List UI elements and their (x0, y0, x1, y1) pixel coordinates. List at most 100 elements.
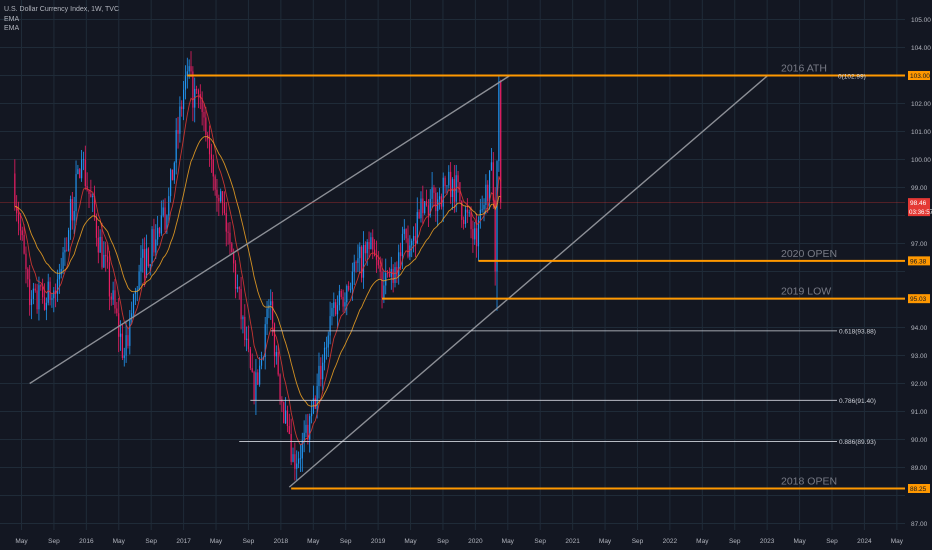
time-tick-label: May (15, 538, 28, 545)
candle-body (461, 201, 463, 220)
fib-level-label: 0.786(91.40) (839, 398, 876, 405)
candle-body (370, 237, 372, 250)
candle-body (77, 169, 79, 175)
candle-body (79, 169, 81, 179)
candle-body (272, 301, 274, 324)
time-tick-label: Sep (632, 538, 644, 545)
level-price-tag[interactable] (908, 71, 930, 80)
bar-countdown: 03:36:57 (909, 209, 932, 216)
level-price-tag-label: 95.03 (910, 296, 927, 303)
ema-indicator-label[interactable]: EMA (4, 25, 20, 32)
candle-body (221, 191, 224, 203)
candle-body (21, 230, 23, 236)
level-price-tag-label: 88.25 (910, 486, 927, 493)
candle-body (309, 416, 311, 440)
candle-body (453, 179, 455, 202)
time-tick-label: Sep (729, 538, 741, 545)
candle-body (105, 254, 107, 257)
candle-body (236, 287, 238, 289)
candle-body (431, 187, 433, 199)
candle-body (123, 355, 125, 358)
candle-body (257, 372, 259, 385)
candle-body (173, 162, 175, 181)
candle-body (468, 212, 470, 214)
time-tick-label: 2023 (760, 538, 775, 545)
candle-body (229, 232, 231, 244)
candle-body (244, 316, 246, 340)
candle-body (403, 229, 405, 234)
candle-body (112, 290, 114, 300)
candle-body (216, 189, 218, 198)
candle-body (88, 189, 90, 194)
candle-body (292, 454, 294, 462)
level-price-tag[interactable] (908, 484, 930, 493)
key-level-label: 2016 ATH (781, 63, 827, 75)
candle-body (349, 289, 352, 291)
candle-body (264, 324, 266, 357)
level-price-tag-label: 103.00 (910, 73, 930, 80)
candle-body (500, 81, 502, 203)
time-tick-label: May (599, 538, 612, 545)
symbol-title: U.S. Dollar Currency Index, 1W, TVC (4, 6, 120, 13)
current-price-tag[interactable] (908, 198, 930, 217)
ema-indicator-label[interactable]: EMA (4, 15, 20, 23)
time-tick-label: 2020 (468, 538, 483, 545)
drawings[interactable]: 0.618(93.88) 0.786(91.40) 0.886(89.93) 2016… (0, 63, 905, 490)
candle-body (405, 229, 407, 239)
candle-body (487, 184, 489, 202)
candle-body (101, 236, 103, 268)
price-tick-label: 94.00 (911, 325, 928, 332)
candle-body (340, 290, 342, 297)
candle-body (353, 262, 355, 272)
candle-body (114, 290, 116, 309)
time-tick-label: Sep (437, 538, 449, 545)
price-axis[interactable]: 87.00 89.00 90.00 91.00 92.00 93.00 94.00 97.00… (908, 17, 932, 528)
candle-body (392, 268, 394, 283)
level-price-tag[interactable] (908, 294, 930, 304)
level-price-tag[interactable] (908, 256, 930, 266)
candle-body (132, 293, 135, 314)
candle-body (435, 192, 437, 212)
time-tick-label: 2017 (176, 538, 191, 545)
candle-body (290, 433, 292, 462)
candle-body (411, 240, 413, 246)
candle-body (71, 199, 73, 221)
candle-body (192, 71, 194, 108)
candle-body (375, 255, 378, 260)
candle-body (335, 302, 337, 315)
candle-body (338, 290, 340, 306)
candle-body (457, 175, 459, 183)
price-tick-label: 104.00 (911, 45, 931, 52)
candle-body (56, 279, 59, 294)
candle-body (464, 209, 467, 224)
candle-body (80, 159, 83, 179)
candle-body (157, 227, 159, 240)
upper-trendline[interactable] (29, 74, 511, 385)
candle-body (93, 196, 96, 217)
candle-body (440, 196, 442, 207)
candle-body (220, 191, 222, 202)
candle-body (175, 130, 177, 163)
candle-body (342, 296, 344, 307)
candle-body (377, 259, 379, 266)
candle-body (68, 230, 70, 251)
candle-body (168, 196, 170, 216)
candle-body (303, 432, 305, 441)
candle-body (336, 305, 339, 315)
time-tick-label: 2021 (565, 538, 580, 545)
candle-body (155, 239, 157, 253)
candle-body (177, 130, 179, 134)
candle-body (119, 333, 122, 337)
candle-body (212, 159, 214, 177)
candle-body (498, 81, 500, 162)
candle-body (351, 271, 353, 290)
candle-body (450, 171, 452, 198)
candle-body (179, 106, 181, 134)
lower-trendline[interactable] (288, 74, 769, 488)
time-axis[interactable]: May Sep 2016 May Sep 2017 May Sep 2018 May Sep 2019… (15, 538, 903, 545)
candle-body (275, 352, 277, 357)
price-tick-label: 87.00 (911, 521, 928, 528)
ema-slow-line (14, 136, 501, 407)
candle-body (214, 176, 216, 190)
